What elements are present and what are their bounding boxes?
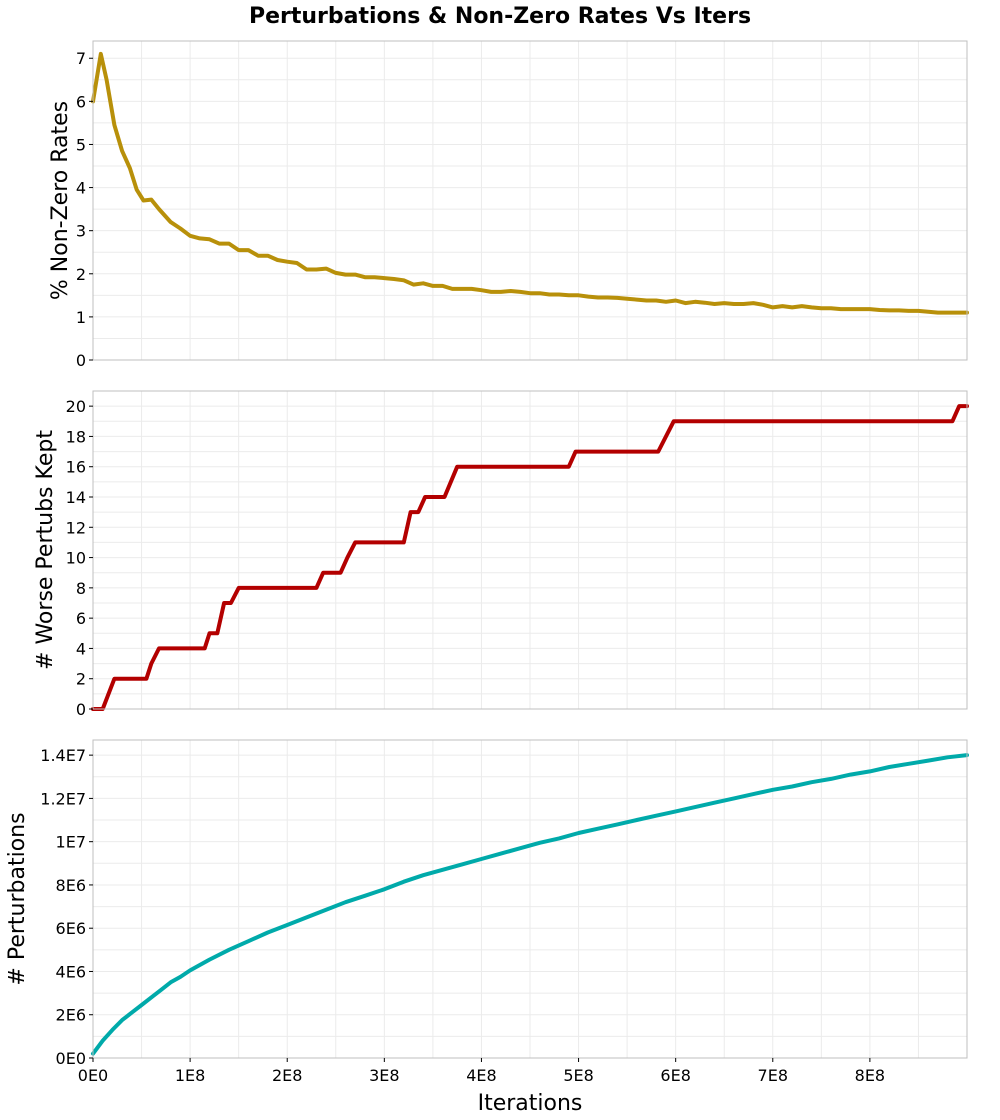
y-axis-label-perturbations: # Perturbations xyxy=(5,812,30,985)
y-tick-label: 1.2E7 xyxy=(40,789,86,808)
y-tick-label: 10 xyxy=(66,549,86,568)
y-tick-label: 1 xyxy=(76,308,86,327)
y-tick-label: 6 xyxy=(76,92,86,111)
grid-non-zero-rates xyxy=(92,41,968,361)
y-tick-label: 7 xyxy=(76,49,86,68)
series-line-perturbations xyxy=(91,753,969,1056)
y-tick-label: 0 xyxy=(76,700,86,719)
x-tick-label: 3E8 xyxy=(369,1066,399,1085)
plot-frame-non-zero-rates xyxy=(92,40,968,361)
y-tick-label: 2E6 xyxy=(56,1006,86,1025)
y-tick-label: 20 xyxy=(66,397,86,416)
y-tick-label: 1E7 xyxy=(56,833,86,852)
panel-worse-pertubs-kept: 0 2 4 6 8 10 12 14 16 18 20 # Worse Pertubs Kept xyxy=(33,390,969,719)
x-tick-label: 8E8 xyxy=(855,1066,885,1085)
panel-non-zero-rates: 0 1 2 3 4 5 6 7 % Non-Zero Rates xyxy=(48,40,969,370)
y-tick-label: 6E6 xyxy=(56,919,86,938)
y-tick-label: 2 xyxy=(76,670,86,689)
x-ticks: 0E0 1E8 2E8 3E8 4E8 5E8 6E8 7E8 8E8 xyxy=(78,1058,885,1085)
plot-frame-perturbations xyxy=(92,739,968,1059)
y-tick-label: 18 xyxy=(66,427,86,446)
chart-title: Perturbations & Non-Zero Rates Vs Iters xyxy=(249,4,751,29)
series-line-non-zero-rates xyxy=(91,51,969,315)
y-tick-label: 1.4E7 xyxy=(40,746,86,765)
y-tick-label: 5 xyxy=(76,135,86,154)
grid-worse-pertubs-kept xyxy=(92,390,968,710)
y-tick-label: 2 xyxy=(76,265,86,284)
series-line-worse-pertubs-kept xyxy=(91,404,969,711)
y-tick-label: 16 xyxy=(66,458,86,477)
x-tick-label: 0E0 xyxy=(78,1066,108,1085)
y-ticks-perturbations: 0E0 2E6 4E6 6E6 8E6 1E7 1.2E7 1.4E7 xyxy=(40,746,93,1068)
x-tick-label: 5E8 xyxy=(563,1066,593,1085)
plot-frame-worse-pertubs-kept xyxy=(92,390,968,710)
grid-perturbations xyxy=(92,740,968,1059)
y-axis-label-non-zero-rates: % Non-Zero Rates xyxy=(48,101,73,300)
y-tick-label: 8E6 xyxy=(56,876,86,895)
x-tick-label: 4E8 xyxy=(466,1066,496,1085)
x-tick-label: 1E8 xyxy=(175,1066,205,1085)
y-tick-label: 8 xyxy=(76,579,86,598)
y-tick-label: 14 xyxy=(66,488,86,507)
y-tick-label: 0E0 xyxy=(56,1049,86,1068)
y-tick-label: 4 xyxy=(76,639,86,658)
y-tick-label: 12 xyxy=(66,518,86,537)
y-tick-label: 4E6 xyxy=(56,962,86,981)
y-axis-label-worse-pertubs-kept: # Worse Pertubs Kept xyxy=(33,430,58,670)
y-ticks-worse-pertubs-kept: 0 2 4 6 8 10 12 14 16 18 20 xyxy=(66,397,93,719)
x-tick-label: 7E8 xyxy=(758,1066,788,1085)
y-tick-label: 3 xyxy=(76,222,86,241)
x-tick-label: 6E8 xyxy=(660,1066,690,1085)
panel-perturbations: 0E0 2E6 4E6 6E6 8E6 1E7 1.2E7 1.4E7 # Perturbat… xyxy=(5,739,969,1068)
x-axis-label: Iterations xyxy=(478,1091,583,1116)
y-tick-label: 0 xyxy=(76,351,86,370)
y-tick-label: 4 xyxy=(76,179,86,198)
x-tick-label: 2E8 xyxy=(272,1066,302,1085)
y-ticks-non-zero-rates: 0 1 2 3 4 5 6 7 xyxy=(76,49,93,370)
y-tick-label: 6 xyxy=(76,609,86,628)
